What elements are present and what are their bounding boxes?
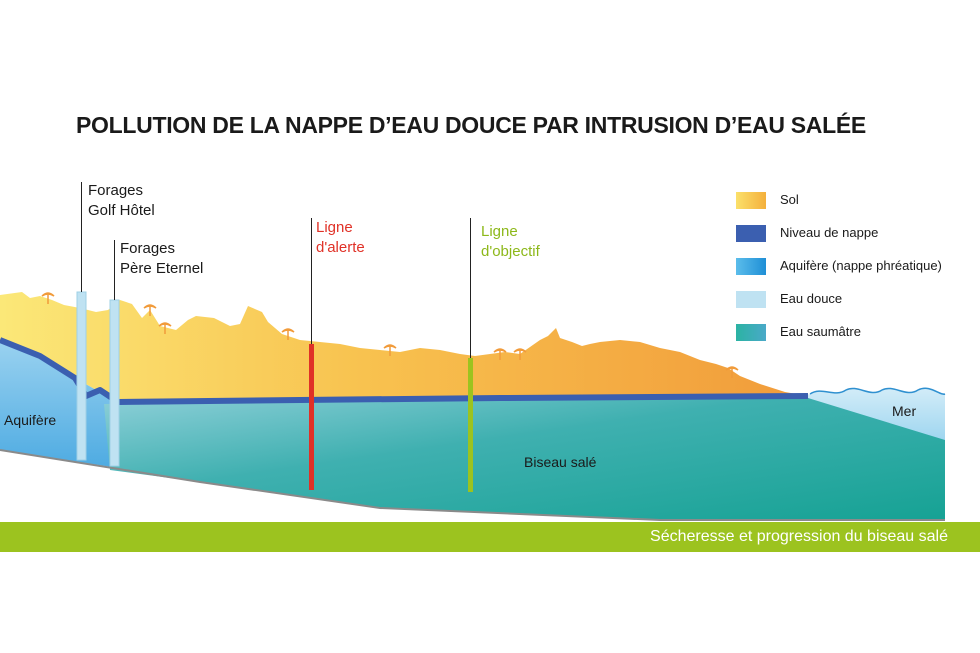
bedrock-line	[0, 449, 945, 521]
label-forages-golf-hotel: Forages Golf Hôtel	[88, 182, 155, 219]
legend-swatch-eau-saumatre	[736, 324, 766, 341]
palm-trees	[41, 292, 739, 378]
alert-line	[309, 344, 314, 490]
objective-line	[468, 358, 473, 492]
borehole-golf-hotel	[76, 291, 87, 461]
soil	[0, 292, 808, 403]
borehole-pere-eternel	[109, 299, 120, 467]
legend-swatch-aquifere	[736, 258, 766, 275]
legend-swatch-eau-douce	[736, 291, 766, 308]
footer-bar: Sécheresse et progression du biseau salé	[0, 522, 980, 552]
sea-waves	[809, 387, 946, 395]
diagram-title: POLLUTION DE LA NAPPE D’EAU DOUCE PAR IN…	[76, 112, 866, 138]
label-ligne-alerte: Ligne d'alerte	[316, 219, 365, 256]
legend-swatch-sol	[736, 192, 766, 209]
brackish-wedge	[104, 398, 945, 520]
label-aquifere: Aquifère	[4, 412, 57, 428]
legend-swatch-niveau-nappe	[736, 225, 766, 242]
label-forages-pere-eternel: Forages Père Eternel	[120, 240, 204, 277]
label-biseau-sale: Biseau salé	[524, 454, 597, 470]
footer-caption: Sécheresse et progression du biseau salé	[650, 528, 948, 545]
label-mer: Mer	[892, 403, 917, 419]
water-table-line	[0, 337, 809, 405]
label-ligne-objectif: Ligne d'objectif	[481, 223, 540, 260]
